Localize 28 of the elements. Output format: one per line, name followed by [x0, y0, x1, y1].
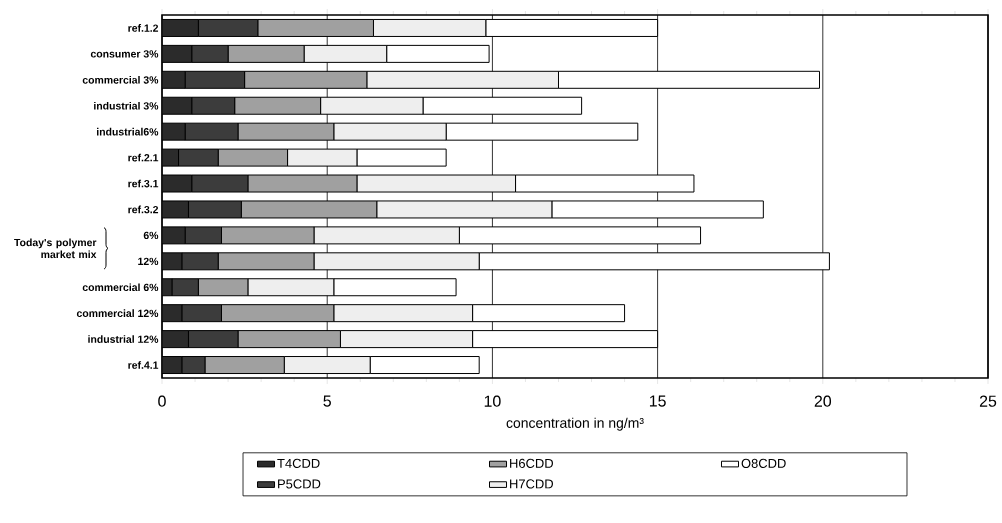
y-tick-label: ref.3.2	[128, 205, 159, 214]
y-tick-label: ref.2.1	[128, 153, 159, 162]
x-tick-label: 5	[323, 395, 331, 407]
legend-label: P5CDD	[278, 479, 321, 489]
y-tick-label: ref.1.2	[128, 24, 159, 32]
x-tick-label: 25	[979, 395, 997, 407]
x-tick-label: 10	[484, 395, 501, 407]
y-tick-label: industrial6%	[97, 127, 159, 136]
x-axis-title: concentration in ng/m³	[506, 417, 644, 431]
y-tick-label: ref.4.1	[128, 361, 159, 369]
bar	[162, 18, 199, 37]
legend-label: H7CDD	[510, 479, 553, 489]
y-tick-label: industrial 12%	[88, 335, 159, 343]
x-tick-label: 20	[814, 395, 832, 407]
text: Today's polymer market mix	[14, 238, 97, 259]
x-tick-label: 0	[158, 395, 166, 407]
y-tick-label: commercial 12%	[76, 309, 159, 318]
y-tick-label: commercial 6%	[82, 283, 159, 292]
legend-label: O8CDD	[741, 458, 786, 468]
x-tick-label: 15	[649, 395, 666, 407]
legend-label: H6CDD	[510, 458, 553, 468]
y-tick-label: ref.3.1	[128, 179, 159, 188]
y-tick-label: 6%	[143, 231, 159, 240]
y-tick-label: consumer 3%	[90, 50, 159, 58]
y-tick-label: commercial 3%	[82, 75, 159, 84]
legend-label: T4CDD	[277, 458, 320, 468]
y-tick-label: 12%	[138, 257, 159, 265]
y-tick-label: industrial 3%	[94, 101, 159, 110]
